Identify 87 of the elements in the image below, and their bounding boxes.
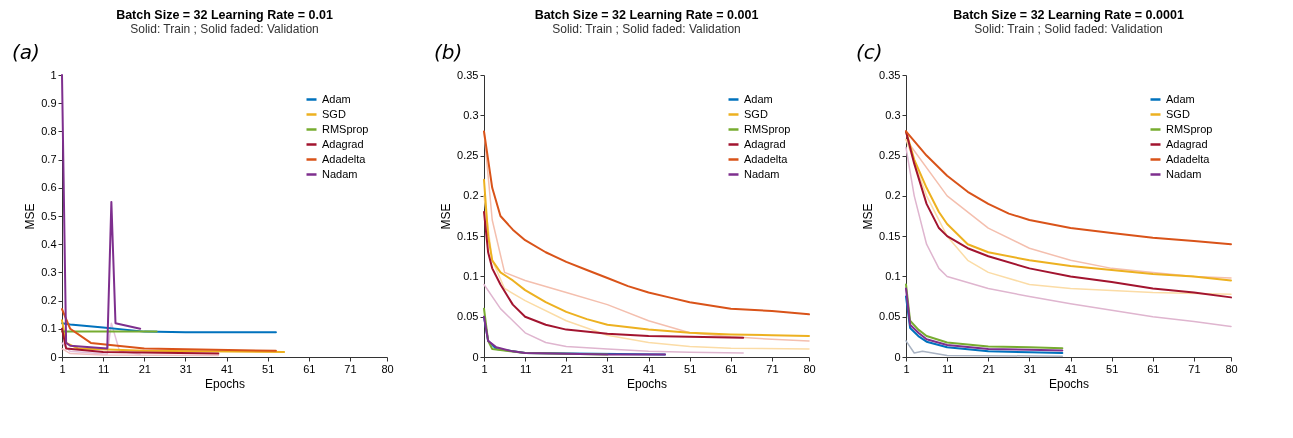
legend-label: RMSprop <box>744 122 791 135</box>
x-tick-label: 11 <box>519 362 532 375</box>
y-axis-title: MSE <box>439 203 454 230</box>
legend-label: RMSprop <box>322 122 369 135</box>
y-tick-label: 0.1 <box>41 322 57 335</box>
legend-label: Nadam <box>1166 167 1202 180</box>
legend-label: SGD <box>322 107 346 120</box>
x-tick-label: 31 <box>1023 362 1037 375</box>
chart-subtitle: Solid: Train ; Solid faded: Validation <box>552 22 741 36</box>
x-tick-label: 41 <box>642 362 656 375</box>
legend-label: Adagrad <box>744 137 786 150</box>
legend-label: Adagrad <box>322 137 364 150</box>
x-tick-label: 71 <box>344 362 357 375</box>
x-tick-label: 1 <box>903 362 910 375</box>
chart-subtitle: Solid: Train ; Solid faded: Validation <box>130 22 319 36</box>
x-tick-label: 61 <box>1147 362 1160 375</box>
chart-subtitle: Solid: Train ; Solid faded: Validation <box>974 22 1163 36</box>
x-tick-label: 31 <box>179 362 193 375</box>
x-tick-label: 21 <box>982 362 995 375</box>
x-tick-label: 51 <box>1106 362 1119 375</box>
legend-label: Nadam <box>744 167 780 180</box>
x-tick-label: 71 <box>766 362 779 375</box>
legend-label: Nadam <box>322 167 358 180</box>
y-tick-label: 0.35 <box>457 68 479 81</box>
legend-label: Adagrad <box>1166 137 1208 150</box>
legend-label: Adadelta <box>1166 152 1211 165</box>
x-tick-label: 61 <box>303 362 316 375</box>
x-tick-label: 1 <box>481 362 488 375</box>
y-tick-label: 0.9 <box>41 96 57 109</box>
text: (c) <box>856 40 883 64</box>
y-tick-label: 0.3 <box>463 108 479 121</box>
x-tick-label: 21 <box>138 362 151 375</box>
x-tick-label: 80 <box>381 362 394 375</box>
y-tick-label: 0.8 <box>41 124 57 137</box>
y-tick-label: 0.2 <box>41 294 57 307</box>
chart-title: Batch Size = 32 Learning Rate = 0.01 <box>116 7 333 22</box>
legend-label: Adam <box>744 92 773 105</box>
text: (a) <box>12 40 40 64</box>
y-tick-label: 0.1 <box>885 269 901 282</box>
x-axis-title: Epochs <box>204 376 246 391</box>
x-tick-label: 61 <box>725 362 738 375</box>
y-tick-label: 0.25 <box>879 149 901 162</box>
x-axis-title: Epochs <box>1048 376 1090 391</box>
y-tick-label: 0.25 <box>457 149 479 162</box>
x-axis-title: Epochs <box>626 376 668 391</box>
y-tick-label: 0.2 <box>885 189 901 202</box>
x-tick-label: 1 <box>59 362 66 375</box>
y-tick-label: 0.15 <box>457 229 479 242</box>
y-tick-label: 1 <box>50 68 57 81</box>
x-tick-label: 80 <box>1225 362 1238 375</box>
x-tick-label: 41 <box>220 362 234 375</box>
x-tick-label: 51 <box>262 362 275 375</box>
legend-label: Adadelta <box>322 152 367 165</box>
y-tick-label: 0 <box>472 350 479 363</box>
y-tick-label: 0 <box>894 350 901 363</box>
chart-title: Batch Size = 32 Learning Rate = 0.0001 <box>953 7 1184 22</box>
y-tick-label: 0.6 <box>41 181 57 194</box>
x-tick-label: 31 <box>601 362 615 375</box>
text: (b) <box>434 40 463 64</box>
y-tick-label: 0.15 <box>879 229 901 242</box>
y-tick-label: 0.35 <box>879 68 901 81</box>
x-tick-label: 11 <box>941 362 954 375</box>
chart-title: Batch Size = 32 Learning Rate = 0.001 <box>534 7 759 22</box>
y-tick-label: 0.2 <box>463 189 479 202</box>
y-tick-label: 0.05 <box>879 310 901 323</box>
legend-label: SGD <box>1166 107 1190 120</box>
x-tick-label: 80 <box>803 362 816 375</box>
y-axis-title: MSE <box>861 203 876 230</box>
legend-label: Adam <box>322 92 351 105</box>
y-tick-label: 0 <box>50 350 57 363</box>
y-tick-label: 0.3 <box>41 265 57 278</box>
y-tick-label: 0.1 <box>463 269 479 282</box>
y-axis-title: MSE <box>23 203 38 230</box>
y-tick-label: 0.4 <box>41 237 57 250</box>
x-tick-label: 41 <box>1064 362 1078 375</box>
x-tick-label: 71 <box>1188 362 1201 375</box>
legend-label: SGD <box>744 107 768 120</box>
x-tick-label: 21 <box>560 362 573 375</box>
legend-label: RMSprop <box>1166 122 1213 135</box>
x-tick-label: 11 <box>97 362 110 375</box>
y-tick-label: 0.05 <box>457 310 479 323</box>
y-tick-label: 0.5 <box>41 209 57 222</box>
y-tick-label: 0.7 <box>41 153 57 166</box>
x-tick-label: 51 <box>684 362 697 375</box>
y-tick-label: 0.3 <box>885 108 901 121</box>
legend-label: Adadelta <box>744 152 789 165</box>
legend-label: Adam <box>1166 92 1195 105</box>
